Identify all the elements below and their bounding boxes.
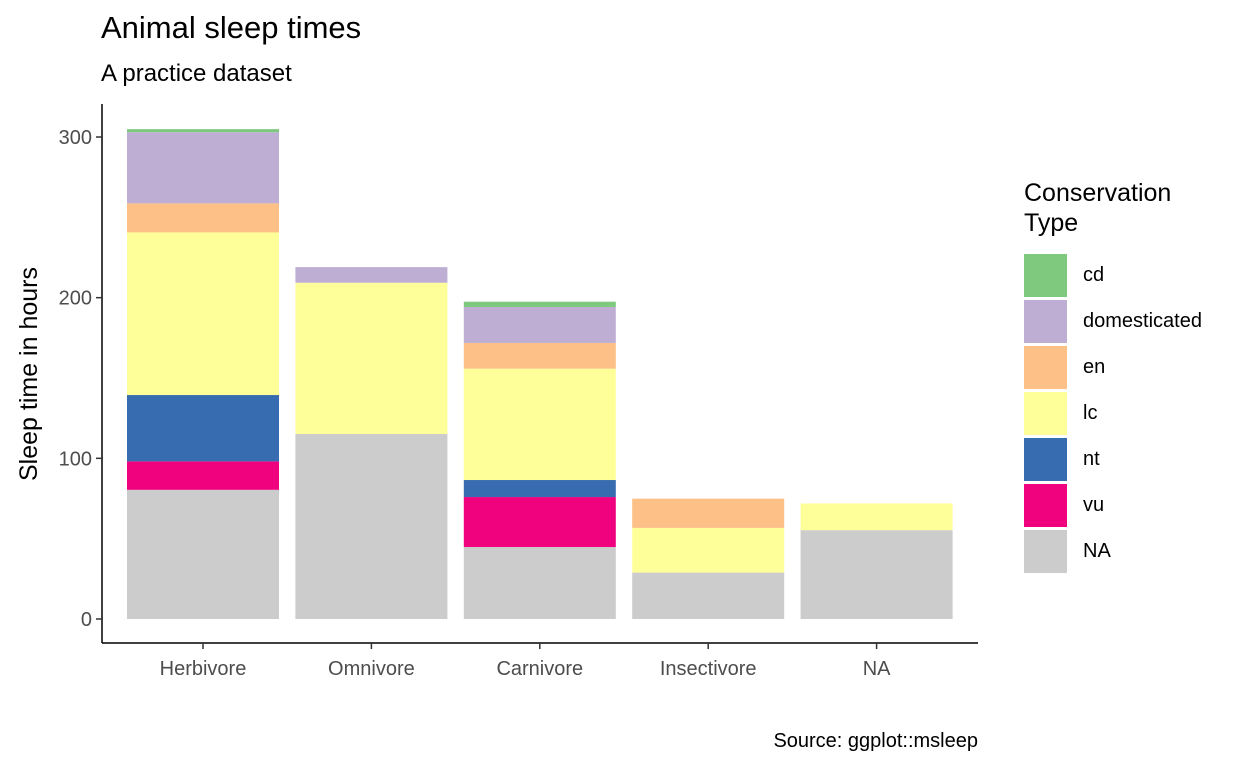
bar-segment-nt-carnivore [463,480,616,498]
legend-item-nt: nt [1024,436,1214,482]
y-tick-label: 100 [59,448,92,470]
chart-subtitle: A practice dataset [101,60,292,87]
x-tick-label: Carnivore [496,658,583,680]
legend-item-cd: cd [1024,252,1214,298]
legend-items: cd domesticated en lc nt vu NA [1024,252,1214,574]
y-tick-label: 200 [59,288,92,310]
bar-segment-nt-herbivore [127,395,279,462]
bar-segment-domesticated-omnivore [295,267,448,283]
bar-segment-en-insectivore [632,498,785,528]
bar-segment-lc-herbivore [127,232,279,396]
axes-layer: 0 100 200 300 Herbivore Omnivore Carnivore Inse… [59,104,978,680]
legend-label: domesticated [1083,309,1202,332]
legend-item-en: en [1024,344,1214,390]
y-tick-label: 0 [81,609,92,631]
bar-segment-na-insectivore [632,572,785,619]
legend-label: vu [1083,493,1105,516]
legend-title: Conservation Type [1024,179,1172,237]
bar-segment-en-carnivore [463,342,616,369]
bar-segment-na-carnivore [463,547,616,619]
legend-swatch [1024,437,1067,481]
x-tick-label: Herbivore [160,658,247,680]
legend-swatch [1024,253,1067,297]
legend-swatch [1024,299,1067,343]
caption: Source: ggplot::msleep [773,730,978,752]
legend-label: nt [1083,447,1100,470]
bar-segment-en-herbivore [127,203,279,233]
legend-item-domesticated: domesticated [1024,298,1214,344]
legend-swatch [1024,529,1067,573]
bar-segment-na-omnivore [295,433,448,619]
bar-segment-cd-carnivore [463,301,616,307]
legend-label: lc [1083,401,1098,424]
bar-segment-domesticated-carnivore [463,306,616,343]
bar-segment-vu-herbivore [127,461,279,490]
legend-swatch [1024,391,1067,435]
y-axis-title: Sleep time in hours [15,267,43,481]
bar-segment-lc-omnivore [295,282,448,434]
bar-segment-domesticated-herbivore [127,132,279,204]
legend: Conservation Type cd domesticated en lc nt vu N… [1024,178,1214,574]
bars-layer [127,129,953,619]
x-tick-label: Omnivore [328,658,415,680]
bar-segment-na-na [800,530,953,619]
chart-title: Animal sleep times [101,10,362,45]
legend-swatch [1024,345,1067,389]
legend-label: cd [1083,263,1105,286]
legend-item-vu: vu [1024,482,1214,528]
bar-segment-na-herbivore [127,489,279,619]
bar-segment-lc-carnivore [463,368,616,481]
bar-segment-lc-na [800,503,953,531]
x-tick-label: NA [863,658,891,680]
legend-item-na: NA [1024,528,1214,574]
x-tick-label: Insectivore [660,658,757,680]
bar-segment-cd-herbivore [127,129,279,133]
y-tick-label: 300 [59,127,92,149]
bar-segment-lc-insectivore [632,527,785,573]
legend-swatch [1024,483,1067,527]
legend-label: NA [1083,539,1111,562]
legend-item-lc: lc [1024,390,1214,436]
bar-segment-vu-carnivore [463,497,616,548]
legend-label: en [1083,355,1106,378]
